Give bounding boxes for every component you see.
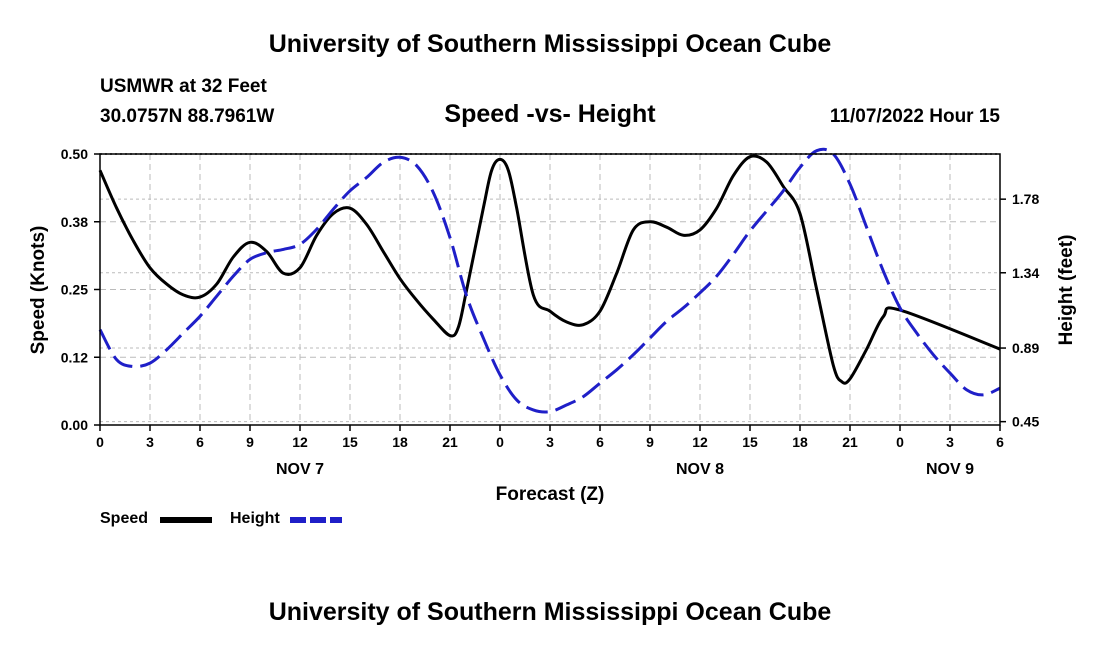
x-tick-label: 15 — [342, 434, 358, 450]
day-label: NOV 8 — [676, 461, 724, 478]
x-tick-label: 21 — [442, 434, 458, 450]
x-axis-title: Forecast (Z) — [496, 484, 605, 505]
chart-subtitle: Speed -vs- Height — [444, 100, 656, 128]
grid-layer — [99, 153, 1001, 426]
x-tick-label: 12 — [692, 434, 708, 450]
x-tick-label: 3 — [946, 434, 954, 450]
day-label: NOV 7 — [276, 461, 324, 478]
y2-tick-label: 0.89 — [1012, 340, 1039, 356]
x-tick-label: 15 — [742, 434, 758, 450]
x-tick-label: 18 — [792, 434, 808, 450]
height-series-line — [98, 147, 1001, 414]
y2-tick-label: 1.78 — [1012, 191, 1039, 207]
x-tick-label: 3 — [546, 434, 554, 450]
y2-axis-title: Height (feet) — [1056, 235, 1077, 346]
day-label: NOV 9 — [926, 461, 974, 478]
legend-height-label: Height — [230, 510, 280, 527]
main-title: University of Southern Mississippi Ocean… — [268, 30, 832, 58]
y-axis-title: Speed (Knots) — [28, 226, 49, 355]
y-tick-label: 0.50 — [61, 146, 88, 162]
forecast-datetime: 11/07/2022 Hour 15 — [829, 106, 1000, 127]
y2-tick-label: 0.45 — [1012, 414, 1039, 430]
legend-height-swatch — [290, 517, 342, 523]
x-tick-label: 0 — [896, 434, 904, 450]
station-coordinates: 30.0757N 88.7961W — [100, 106, 275, 127]
y-tick-label: 0.25 — [61, 282, 88, 298]
legend-speed-label: Speed — [100, 510, 149, 527]
y-tick-label: 0.00 — [61, 417, 88, 433]
speed-series-line — [98, 154, 1001, 385]
x-tick-label: 21 — [842, 434, 858, 450]
axis-layer: 0 3 6 9 12 15 18 21 0 3 6 9 12 15 18 21 0 3 6 0.00 0.12 0.25 0… — [61, 146, 1040, 478]
footer-title: University of Southern Mississippi Ocean… — [268, 598, 832, 626]
x-tick-label: 9 — [646, 434, 654, 450]
x-tick-label: 6 — [196, 434, 204, 450]
x-tick-label: 3 — [146, 434, 154, 450]
legend-speed-swatch — [160, 517, 212, 523]
station-name: USMWR at 32 Feet — [100, 76, 267, 97]
x-tick-label: 9 — [246, 434, 254, 450]
x-tick-label: 0 — [496, 434, 504, 450]
x-tick-label: 18 — [392, 434, 408, 450]
y-tick-label: 0.12 — [61, 349, 88, 365]
x-tick-label: 12 — [292, 434, 308, 450]
x-tick-label: 6 — [596, 434, 604, 450]
y2-tick-label: 1.34 — [1012, 265, 1039, 281]
x-tick-label: 6 — [996, 434, 1004, 450]
series-layer — [98, 147, 1001, 414]
y-tick-label: 0.38 — [61, 214, 88, 230]
x-tick-label: 0 — [96, 434, 104, 450]
